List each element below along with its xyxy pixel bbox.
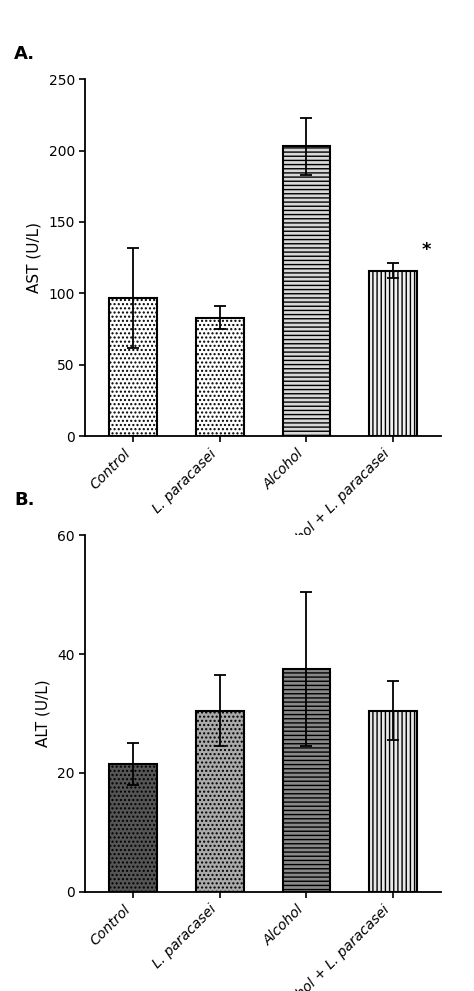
Bar [196,317,244,436]
Bar [109,297,157,436]
Y-axis label: ALT (U/L): ALT (U/L) [36,680,50,747]
Bar [369,711,417,892]
Text: A.: A. [14,45,36,62]
Bar [369,271,417,436]
Bar [283,147,330,436]
Bar [109,764,157,892]
Text: *: * [421,241,431,259]
Y-axis label: AST (U/L): AST (U/L) [27,222,42,293]
Bar [283,669,330,892]
Bar [196,711,244,892]
Text: B.: B. [14,491,35,508]
